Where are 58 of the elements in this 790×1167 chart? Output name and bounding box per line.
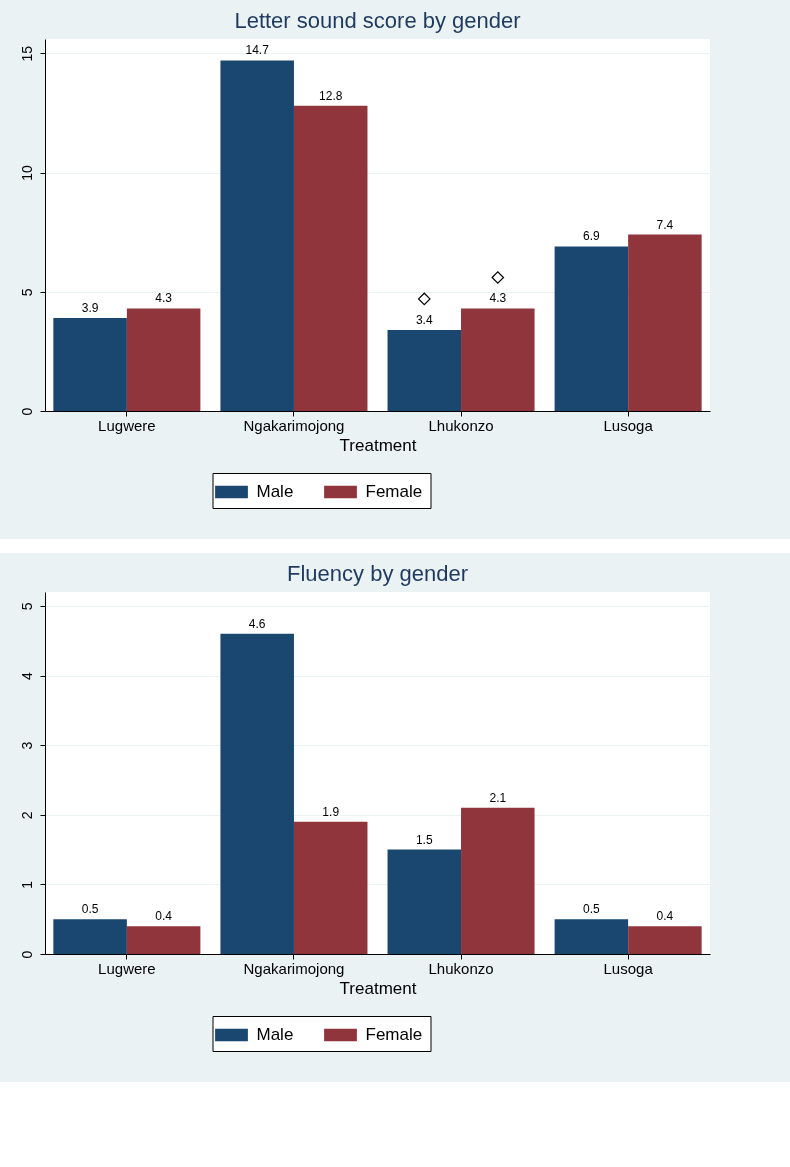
bar [293, 105, 368, 411]
x-tick-label: Lugwere [98, 416, 156, 434]
chart-title: Fluency by gender [287, 561, 468, 586]
y-tick-label: 2 [18, 811, 35, 820]
y-tick-label: 0 [18, 407, 35, 416]
bar [628, 926, 702, 954]
x-tick-label: Ngakarimojong [243, 959, 345, 977]
y-tick-label: 5 [18, 288, 35, 297]
data-label: 12.8 [319, 88, 343, 103]
bar [461, 807, 535, 954]
y-tick-label: 5 [18, 602, 35, 611]
data-label: 4.6 [248, 616, 266, 631]
legend-label: Female [365, 1025, 423, 1044]
x-tick-label: Lhukonzo [428, 416, 494, 434]
x-tick-label: Lugwere [98, 959, 156, 977]
x-tick-label: Lusoga [603, 416, 654, 434]
x-axis-title: Treatment [339, 435, 417, 455]
y-tick-label: 10 [18, 165, 35, 181]
bar [220, 60, 294, 411]
y-tick-label: 1 [18, 880, 35, 889]
data-label: 2.1 [489, 790, 507, 805]
y-tick-label: 15 [18, 45, 35, 62]
data-label: 4.3 [155, 291, 173, 306]
data-label: 14.7 [245, 43, 270, 58]
legend-label: Female [365, 482, 423, 501]
bar [53, 919, 127, 954]
x-tick-label: Ngakarimojong [243, 416, 345, 434]
y-tick-label: 4 [18, 671, 35, 680]
bar [220, 633, 294, 954]
data-label: 1.5 [415, 832, 433, 847]
bar [126, 926, 201, 954]
bar [554, 246, 629, 411]
data-label: 6.9 [583, 229, 601, 244]
bar [387, 849, 462, 954]
bar [53, 318, 127, 411]
x-tick-label: Lhukonzo [428, 959, 494, 977]
data-label: 3.4 [415, 312, 433, 327]
chart-title: Letter sound score by gender [234, 8, 521, 33]
legend-label: Male [256, 1025, 294, 1044]
bar [554, 919, 629, 954]
bar [387, 329, 462, 411]
data-label: 0.4 [656, 909, 674, 924]
data-label: 1.9 [322, 804, 340, 819]
x-tick-label: Lusoga [603, 959, 654, 977]
data-label: 0.4 [155, 909, 173, 924]
data-label: 0.5 [81, 902, 99, 917]
bar [293, 821, 368, 954]
legend-label: Male [256, 482, 294, 501]
y-tick-label: 3 [18, 741, 35, 750]
x-axis-title: Treatment [339, 978, 417, 998]
bar [126, 308, 201, 411]
bar [628, 234, 702, 411]
data-label: 0.5 [583, 902, 601, 917]
y-tick-label: 0 [18, 950, 35, 959]
data-label: 4.3 [489, 291, 507, 306]
data-label: 7.4 [656, 217, 674, 232]
bar [461, 308, 535, 411]
data-label: 3.9 [81, 301, 99, 315]
